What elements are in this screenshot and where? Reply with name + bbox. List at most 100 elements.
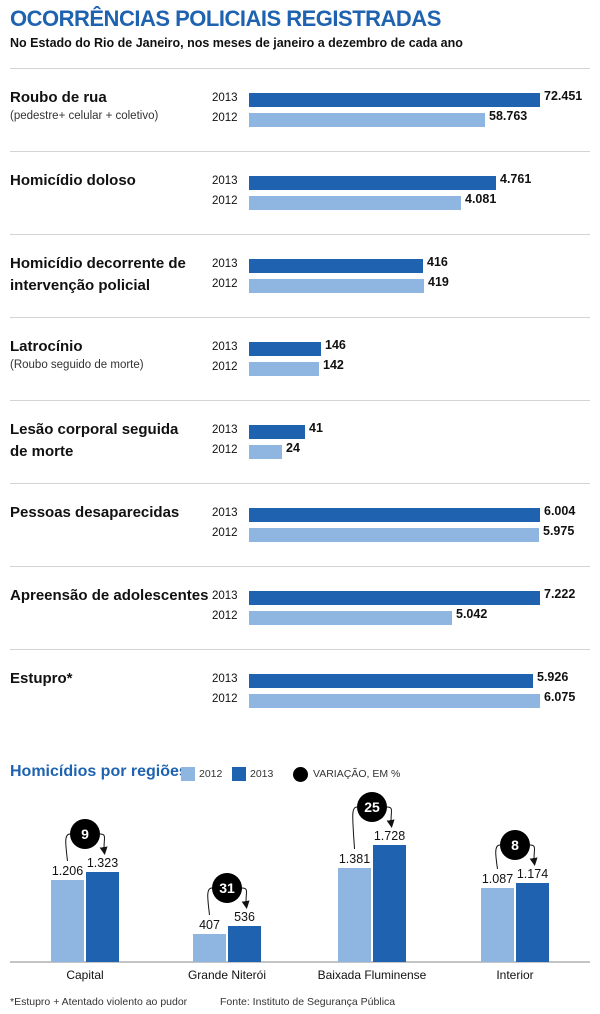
region-category-label: Interior (496, 968, 533, 982)
legend-2013-swatch (232, 767, 246, 781)
regions-chart-title: Homicídios por regiões (10, 763, 188, 780)
region-bar-2013 (373, 845, 406, 962)
category-separator (10, 234, 590, 235)
region-bar-2013 (86, 872, 119, 962)
variation-circle (212, 873, 242, 903)
source-note: Fonte: Instituto de Segurança Pública (220, 996, 396, 1008)
legend-2012-label: 2012 (199, 768, 223, 780)
bar-value-label: 7.222 (544, 587, 576, 601)
bar-2013 (249, 674, 533, 688)
bar-2012 (249, 113, 485, 127)
bar-2012 (249, 196, 461, 210)
year-label-2013: 2013 (212, 92, 238, 104)
region-bar-2012 (51, 880, 84, 962)
region-bar-value: 1.174 (517, 867, 548, 881)
region-bar-2013 (516, 883, 549, 962)
year-label-2012: 2012 (212, 693, 238, 705)
year-label-2012: 2012 (212, 527, 238, 539)
bar-2013 (249, 259, 423, 273)
bar-value-label: 72.451 (544, 89, 583, 103)
bar-2013 (249, 342, 321, 356)
bar-value-label: 4.081 (465, 192, 497, 206)
bar-value-label: 419 (428, 275, 449, 289)
page-title: OCORRÊNCIAS POLICIAIS REGISTRADAS (10, 6, 441, 31)
category-separator (10, 483, 590, 484)
bar-2012 (249, 362, 319, 376)
variation-arrow-left (65, 833, 71, 862)
region-category-label: Baixada Fluminense (318, 968, 427, 982)
year-label-2013: 2013 (212, 424, 238, 436)
category-separator (10, 400, 590, 401)
variation-circle (70, 819, 100, 849)
category-separator (10, 566, 590, 567)
region-category-label: Grande Niterói (188, 968, 266, 982)
variation-value: 31 (219, 880, 235, 896)
bar-value-label: 416 (427, 255, 448, 269)
year-label-2013: 2013 (212, 673, 238, 685)
bar-2013 (249, 425, 305, 439)
year-label-2013: 2013 (212, 507, 238, 519)
variation-arrow-right (241, 887, 250, 909)
region-bar-value: 536 (234, 910, 255, 924)
category-label: Roubo de rua (10, 89, 107, 106)
page-subtitle: No Estado do Rio de Janeiro, nos meses d… (10, 36, 463, 50)
region-bar-value: 1.323 (87, 856, 118, 870)
category-separator (10, 317, 590, 318)
year-label-2013: 2013 (212, 175, 238, 187)
bar-value-label: 5.042 (456, 607, 488, 621)
bar-value-label: 41 (309, 421, 323, 435)
bar-2012 (249, 528, 539, 542)
variation-circle (357, 792, 387, 822)
bar-value-label: 24 (286, 441, 300, 455)
year-label-2012: 2012 (212, 278, 238, 290)
bar-value-label: 142 (323, 358, 344, 372)
regions-bar-chart: 1.206 1.323 Capital 9 407 536 Grande Niterói 31… (10, 792, 590, 982)
year-label-2013: 2013 (212, 341, 238, 353)
bar-value-label: 146 (325, 338, 346, 352)
region-category-label: Capital (66, 968, 103, 982)
category-label: Pessoas desaparecidas (10, 504, 180, 521)
region-bar-value: 1.206 (52, 864, 83, 878)
year-label-2013: 2013 (212, 258, 238, 270)
region-bar-value: 1.728 (374, 829, 405, 843)
category-label: Homicídio decorrente de (10, 255, 186, 272)
variation-value: 8 (511, 837, 519, 853)
region-bar-2012 (193, 934, 226, 962)
bar-2012 (249, 445, 282, 459)
variation-arrow-right (386, 806, 395, 828)
region-bar-value: 1.087 (482, 872, 513, 886)
bar-2012 (249, 694, 540, 708)
year-label-2012: 2012 (212, 112, 238, 124)
bar-2012 (249, 611, 452, 625)
category-note: (pedestre+ celular + coletivo) (10, 110, 159, 122)
variation-circle (500, 830, 530, 860)
category-separator (10, 151, 590, 152)
category-separator (10, 68, 590, 69)
region-bar-value: 407 (199, 918, 220, 932)
legend-2013-label: 2013 (250, 768, 274, 780)
region-bar-value: 1.381 (339, 852, 370, 866)
variation-arrow-right (529, 844, 538, 866)
region-bar-2012 (481, 888, 514, 962)
bar-2013 (249, 176, 496, 190)
variation-value: 9 (81, 826, 89, 842)
footnote: *Estupro + Atentado violento ao pudor (10, 996, 188, 1008)
year-label-2012: 2012 (212, 361, 238, 373)
bar-2012 (249, 279, 424, 293)
category-label: Homicídio doloso (10, 172, 136, 189)
year-label-2013: 2013 (212, 590, 238, 602)
category-separator (10, 649, 590, 650)
variation-arrow-left (495, 844, 501, 870)
bar-value-label: 6.075 (544, 690, 576, 704)
category-label: intervenção policial (10, 277, 151, 294)
bar-2013 (249, 508, 540, 522)
variation-arrow-left (207, 887, 213, 916)
legend-2012-swatch (181, 767, 195, 781)
bar-value-label: 58.763 (489, 109, 528, 123)
variation-arrow-left (352, 806, 358, 850)
bar-value-label: 5.975 (543, 524, 575, 538)
bar-2013 (249, 591, 540, 605)
category-label: Lesão corporal seguida (10, 421, 179, 438)
category-note: (Roubo seguido de morte) (10, 359, 144, 371)
category-label: Apreensão de adolescentes (10, 587, 209, 604)
